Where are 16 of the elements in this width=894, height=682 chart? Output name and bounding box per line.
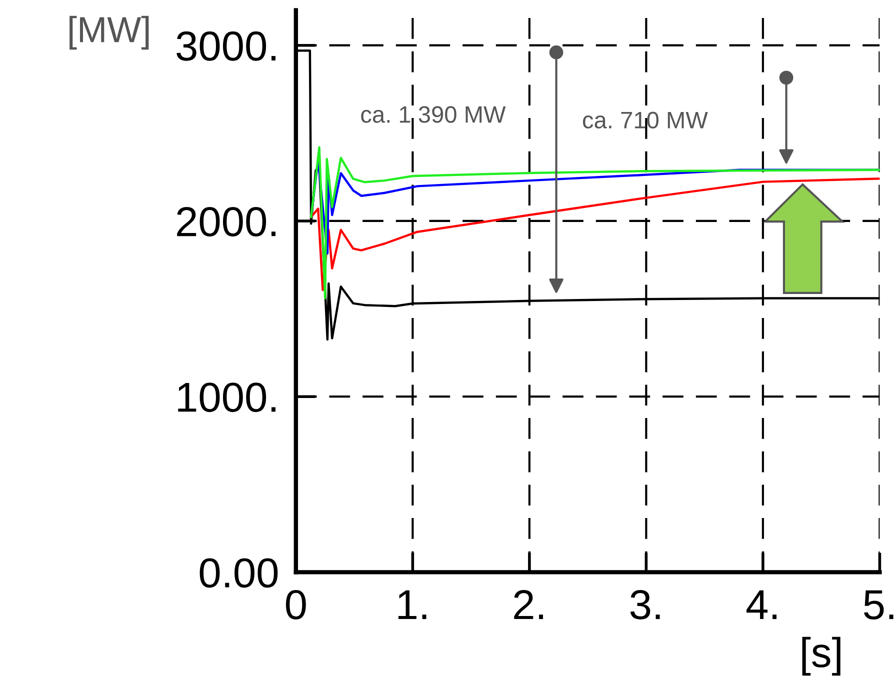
x-tick-label: 0 bbox=[286, 590, 306, 620]
annotation: ca. 710 MW bbox=[582, 112, 708, 128]
x-tick-label: 5. bbox=[864, 590, 894, 620]
line-series bbox=[310, 178, 880, 292]
x-tick-label: 2. bbox=[514, 590, 543, 620]
x-axis-title: [s] bbox=[802, 636, 840, 676]
annotation: ca. 1 390 MW bbox=[361, 106, 506, 123]
line-series bbox=[310, 146, 880, 300]
x-tick-label: 3. bbox=[630, 590, 660, 620]
y-tick-label: 3000. bbox=[176, 31, 276, 61]
y-tick-label: 0.00 bbox=[200, 558, 278, 588]
x-tick-label: 4. bbox=[746, 590, 777, 620]
y-tick-label: 2000. bbox=[177, 206, 276, 236]
y-axis-title: [MW] bbox=[70, 16, 149, 50]
y-tick-label: 1000. bbox=[178, 382, 276, 412]
x-tick-label: 1. bbox=[398, 590, 426, 620]
